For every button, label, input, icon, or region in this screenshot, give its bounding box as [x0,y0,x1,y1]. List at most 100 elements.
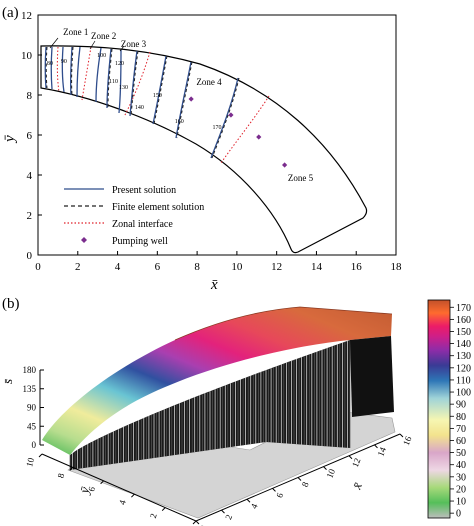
panel-b-surface-plot: 0 45 90 135 180 s̄ 0 2 4 6 8 10 ȳ 0 2 4 6 8 10 12 14 16 x… [0,299,471,526]
pumping-well-marker [228,112,234,118]
panel-b-z-ticks: 0 45 90 135 180 [23,365,44,450]
zone-3-leader [119,45,125,52]
panel-a-axes-frame [37,14,397,256]
y-tick-mark [38,453,43,458]
y-tick-mark [161,507,166,511]
x-tick-mark [195,520,200,525]
y-tick-label: 4 [117,498,128,505]
y-tick-label: 12 [21,10,32,22]
contour-line [118,49,122,114]
y-tick-label: 8 [55,472,66,479]
contour-label: 140 [135,105,144,111]
surface-right-block [350,336,394,417]
y-tick-label: 10 [24,456,36,468]
x-tick-label: 12 [271,261,282,273]
z-tick-label: 45 [27,421,37,431]
y-tick-label: 8 [27,90,33,102]
contour-line [61,46,65,93]
colorbar-tick-label: 40 [456,460,466,471]
contour-line [129,50,138,117]
zone-label: Zone 4 [196,77,222,87]
contour-label: 150 [153,93,162,99]
contour-line [176,61,193,139]
contours-present-solution [44,46,239,159]
z-tick-label: 0 [32,440,37,450]
surface-top-edge [174,306,393,341]
surface-side-walls [69,340,351,470]
x-tick-label: 8 [194,261,200,273]
legend-label: Finite element solution [112,202,204,213]
zonal-interface-4 [220,95,270,164]
y-tick-mark [192,520,197,525]
zone-label: Zone 2 [91,31,116,41]
zonal-interface-1 [56,46,60,93]
zonal-interface-2 [81,46,92,101]
legend-label: Present solution [112,185,176,196]
zone-2-leader [89,40,96,50]
panel-b-label: (b) [2,296,20,312]
colorbar-tick-label: 0 [456,509,461,520]
contour-line [210,77,239,159]
colorbar-tick-label: 130 [456,351,471,362]
contour-line [152,55,167,125]
x-tick-mark [399,433,404,438]
x-tick-label: 6 [155,261,161,273]
colorbar-tick-label: 120 [456,363,471,374]
panel-a-contour-plot: 0 2 4 6 8 10 12 14 16 18 0 2 4 6 8 10 12 x̄ ȳ [2,10,402,293]
panel-a-x-ticks: 0 2 4 6 8 10 12 14 16 18 [35,251,402,273]
y-tick-label: 0 [27,250,33,262]
x-tick-label: 14 [311,261,323,273]
x-tick-label: 8 [300,480,311,488]
y-tick-label: 4 [27,170,33,182]
x-tick-label: 2 [75,261,81,273]
y-tick-mark [69,467,74,471]
contour-label: 170 [213,125,222,131]
drawdown-surface [42,307,392,455]
pumping-well-marker [282,162,288,168]
legend-swatch-diamond [81,237,87,243]
colorbar-tick-label: 110 [456,375,471,386]
x-tick-label: 0 [35,261,41,273]
x-tick-label: 16 [401,434,414,447]
x-tick-label: 10 [324,467,337,480]
contour-line [175,61,192,139]
x-tick-mark [246,498,251,503]
y-tick-mark [131,493,135,498]
contour-line [130,50,139,117]
contour-label: 120 [115,61,124,67]
contour-label: 90 [61,59,67,65]
y-tick-label: 10 [21,50,33,62]
x-tick-label: 14 [375,445,388,458]
x-tick-label: 6 [274,491,285,499]
panel-a-legend: Present solution Finite element solution Z… [64,185,204,247]
panel-a-label: (a) [2,5,19,21]
contour-line [95,47,102,103]
x-tick-label: 18 [391,261,403,273]
y-tick-label: 6 [86,485,97,492]
x-tick-mark [297,477,302,481]
colorbar-tick-label: 90 [456,400,466,411]
y-tick-mark [100,480,104,485]
x-tick-mark [272,488,276,492]
colorbar-tick-label: 10 [456,497,466,508]
contour-label: 110 [109,79,118,85]
y-tick-label: 2 [148,512,159,519]
colorbar-tick-label: 20 [456,484,466,495]
contour-line [107,48,113,109]
contour-line [76,46,81,98]
zone-label: Zone 5 [288,173,314,183]
zone-labels: Zone 1 Zone 2 Zone 3 Zone 4 Zone 5 [63,27,313,183]
contour-label: 80 [47,61,53,67]
pumping-wells [188,96,288,168]
x-tick-mark [374,444,378,449]
panel-b-ylabel: ȳ [76,485,93,497]
contour-label: 160 [175,119,184,125]
contour-line [45,46,48,89]
zone-1-leader [49,37,59,49]
z-tick-label: 180 [23,365,37,375]
contour-labels: 80 90 100 110 120 130 140 150 160 170 [47,53,222,131]
colorbar [427,299,451,519]
contour-line [153,55,168,125]
